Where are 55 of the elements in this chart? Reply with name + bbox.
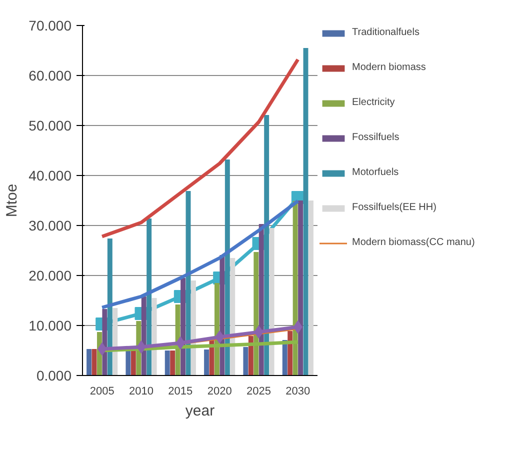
y-tick-label: 10.000 [28, 318, 72, 334]
bar [146, 218, 152, 376]
bar [243, 347, 248, 376]
bar [107, 238, 112, 376]
y-axis-title: Mtoe [4, 184, 21, 218]
point [254, 326, 264, 338]
bar [170, 350, 176, 376]
point [98, 342, 107, 356]
line-series [100, 58, 300, 238]
legend-label: Electricity [352, 97, 395, 108]
bar [303, 48, 308, 376]
x-tick-label: 2015 [168, 386, 193, 398]
y-tick-label: 0.000 [36, 368, 72, 384]
legend-label: Motorfuels [352, 167, 399, 178]
point [176, 336, 185, 350]
x-tick-label: 2005 [90, 386, 114, 398]
bar [230, 258, 236, 376]
y-tick-label: 50.000 [28, 118, 72, 134]
bar [308, 200, 314, 376]
bar [269, 228, 274, 376]
point [215, 330, 224, 344]
legend-label: Modern biomass(CC manu) [352, 237, 475, 248]
bar [264, 115, 270, 376]
legend-label: Fossilfuels(EE HH) [352, 202, 436, 213]
bar [254, 252, 259, 376]
bar [190, 280, 196, 376]
y-tick-label: 40.000 [28, 168, 72, 184]
bar [164, 350, 170, 376]
bar [86, 349, 92, 376]
bar [130, 350, 136, 376]
x-tick-label: 2025 [246, 386, 271, 398]
point [136, 340, 146, 354]
y-tick-label: 60.000 [28, 68, 72, 84]
bar [204, 350, 210, 376]
x-tick-label: 2010 [129, 386, 154, 398]
y-tick-label: 70.000 [28, 18, 72, 34]
point [293, 320, 302, 334]
y-tick-label: 20.000 [28, 268, 72, 284]
legend-label: Modern biomass [352, 62, 426, 73]
bar [126, 350, 131, 376]
bar [298, 200, 304, 376]
legend-label: Fossilfuels [352, 132, 400, 143]
x-tick-label: 2020 [207, 386, 232, 398]
bar [248, 336, 254, 376]
x-tick-label: 2030 [286, 386, 310, 398]
bar [288, 331, 293, 376]
legend-label: Traditionalfuels [352, 27, 420, 38]
x-axis-title: year [185, 402, 215, 420]
bar [141, 296, 146, 376]
bar [224, 160, 230, 376]
bar [152, 298, 157, 376]
bar [258, 224, 264, 376]
bar [112, 308, 118, 376]
y-tick-label: 30.000 [28, 218, 72, 234]
bar [292, 201, 298, 376]
